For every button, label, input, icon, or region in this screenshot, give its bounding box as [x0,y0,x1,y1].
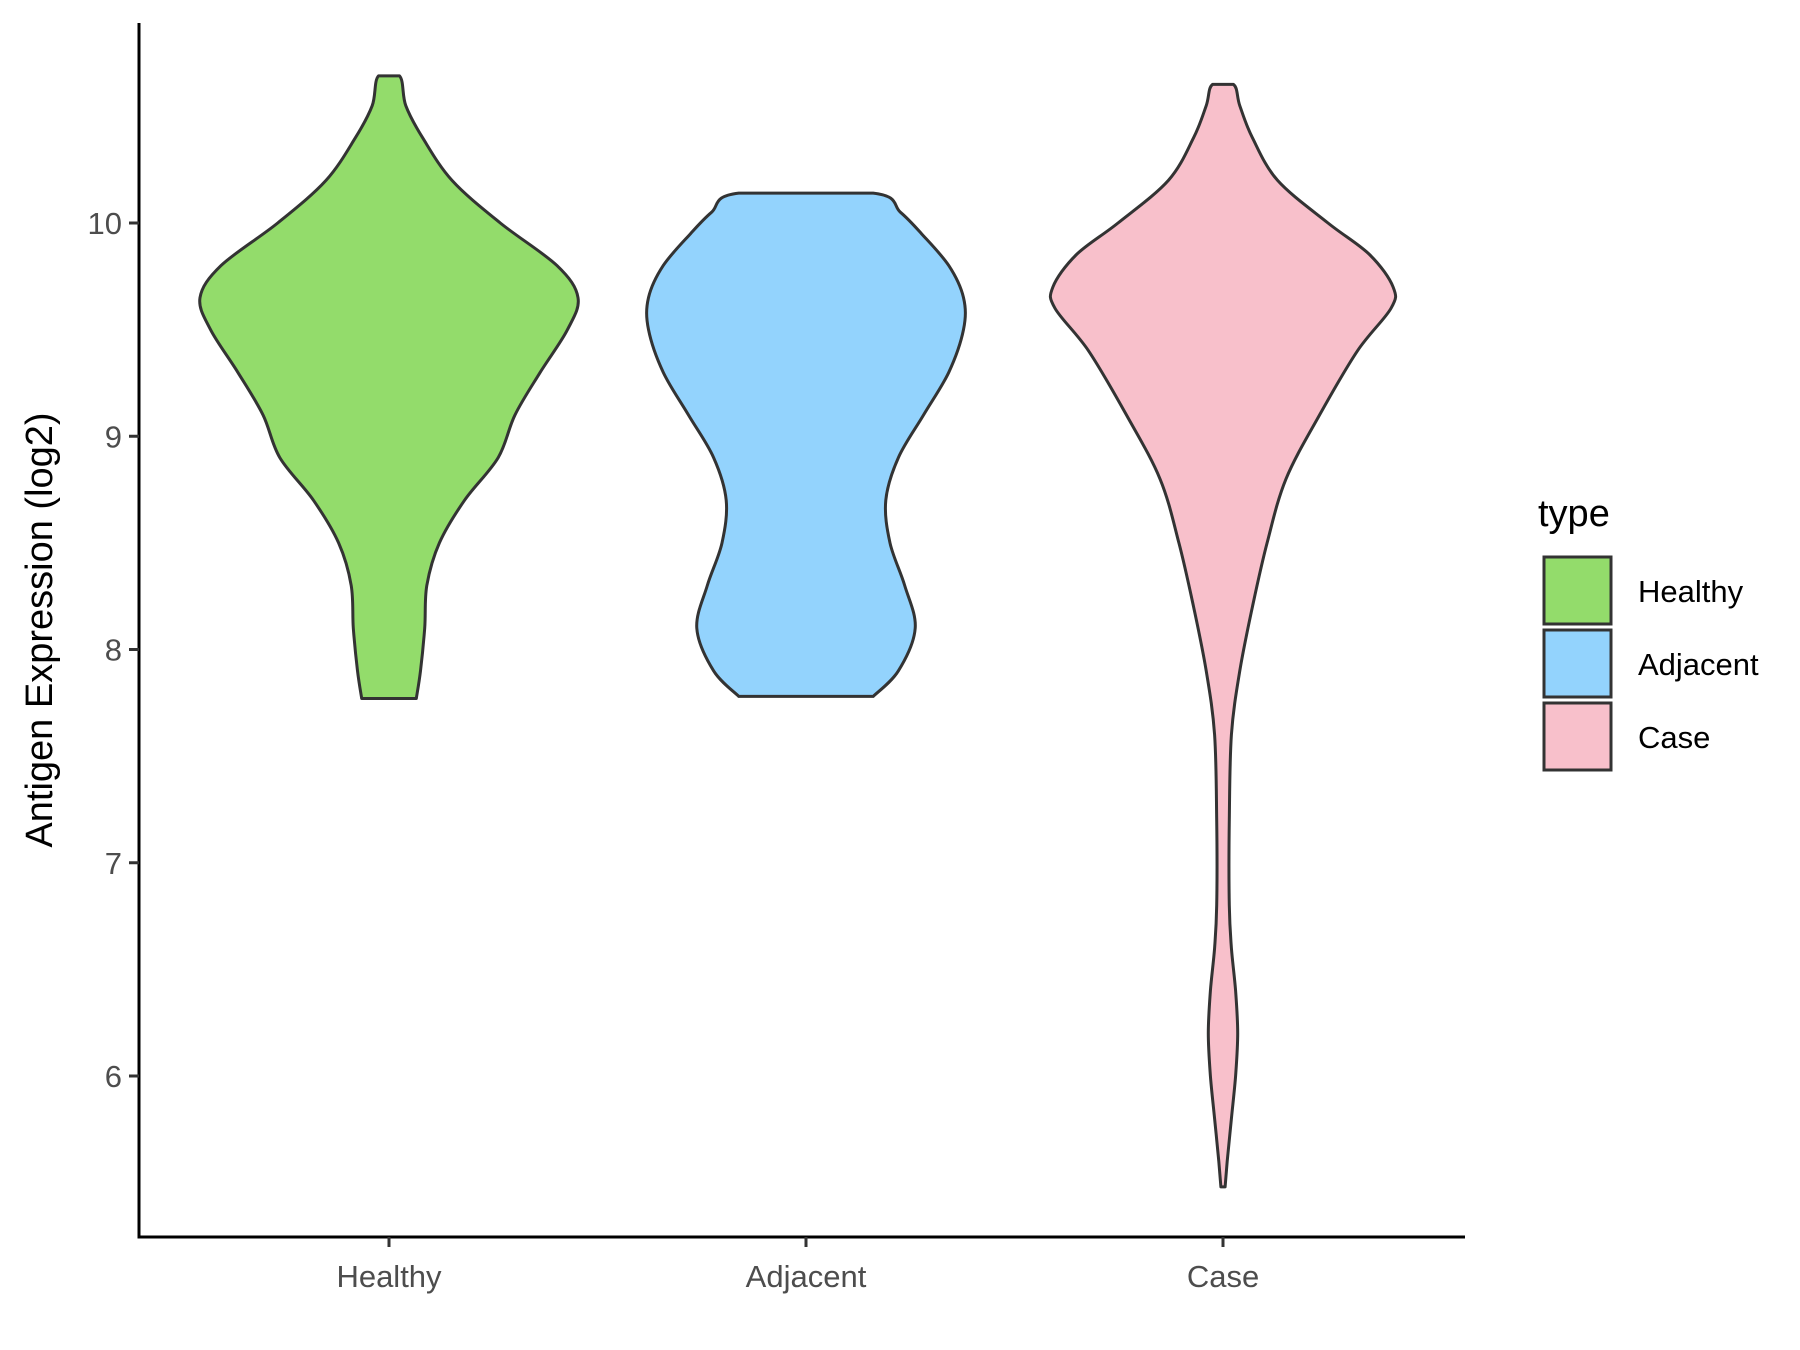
x-axis-ticks: Healthy Adjacent Case [336,1237,1259,1294]
x-tick-label-adjacent: Adjacent [746,1259,867,1294]
y-axis-ticks: 6 7 8 9 10 [88,206,139,1094]
legend-swatch-case [1542,701,1613,772]
y-tick-label: 6 [105,1059,122,1094]
y-tick-label: 10 [88,206,122,241]
legend: type Healthy Adjacent Case [1538,493,1759,772]
y-tick-label: 9 [105,419,122,454]
y-tick-label: 8 [105,633,122,668]
y-tick-label: 7 [105,846,122,881]
legend-swatch-adjacent [1542,628,1613,699]
violin-case [1048,82,1398,1189]
violin-adjacent [645,191,967,698]
violin-healthy [198,74,580,700]
legend-label-case: Case [1638,720,1710,755]
y-axis-title: Antigen Expression (log2) [19,412,61,847]
violins-layer [198,74,1398,1189]
legend-label-adjacent: Adjacent [1638,647,1759,682]
legend-label-healthy: Healthy [1638,574,1744,609]
legend-title: type [1538,493,1610,535]
x-tick-label-healthy: Healthy [336,1259,442,1294]
legend-swatch-healthy [1542,555,1613,626]
x-tick-label-case: Case [1187,1259,1259,1294]
